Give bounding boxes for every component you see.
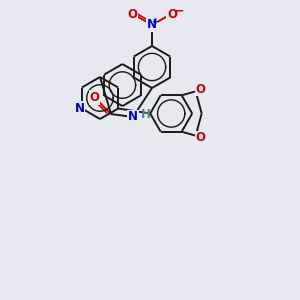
Text: N: N <box>75 102 85 115</box>
Text: N: N <box>147 19 157 32</box>
Text: H: H <box>141 109 151 122</box>
Text: O: O <box>196 131 206 144</box>
Text: −: − <box>174 4 184 17</box>
Text: O: O <box>167 8 177 20</box>
Text: O: O <box>127 8 137 20</box>
Text: +: + <box>152 16 160 26</box>
Text: O: O <box>196 83 206 96</box>
Text: O: O <box>89 91 99 104</box>
Text: N: N <box>128 110 138 124</box>
